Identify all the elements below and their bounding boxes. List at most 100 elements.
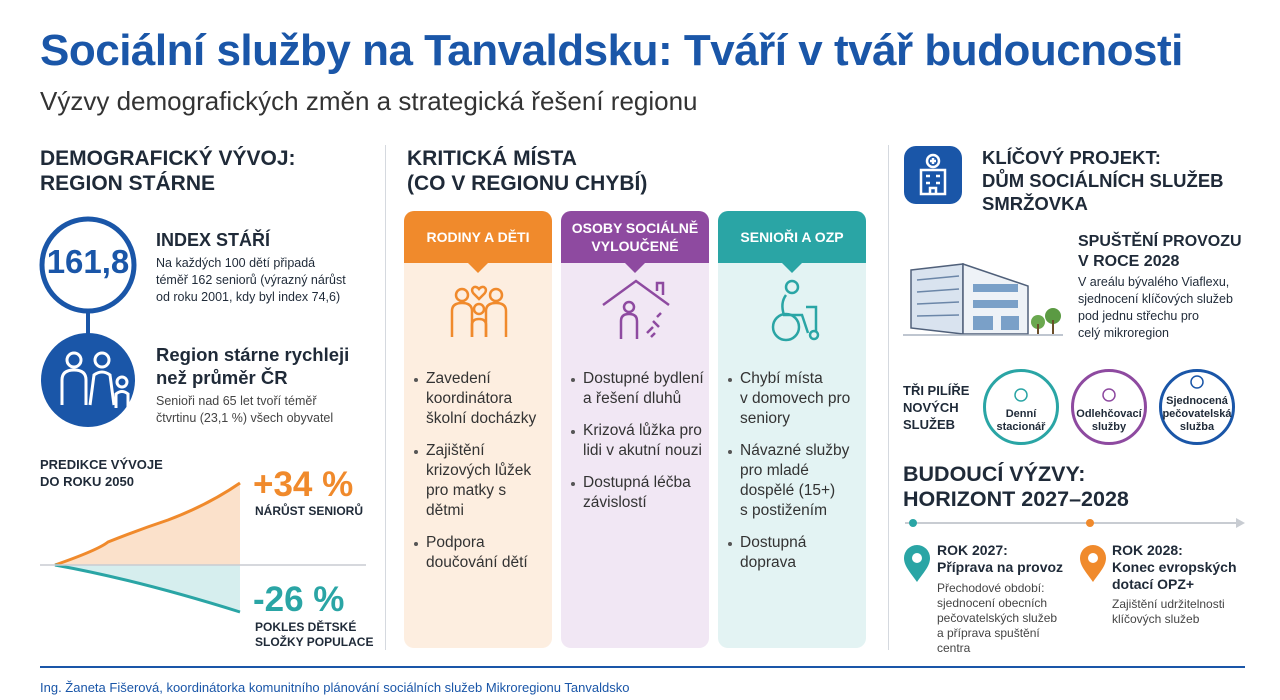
text-line: než průměr ČR [156, 367, 288, 388]
decline-value: -26 % [253, 580, 345, 619]
pillar-icon [1097, 386, 1121, 408]
text-line: téměř 162 seniorů (výrazný nárůst [156, 273, 346, 287]
card-icon [442, 277, 516, 352]
text-line: ROK 2027: [937, 542, 1008, 558]
text-line: školní docházky [426, 410, 537, 427]
card-item: Zajištění krizových lůžek pro matky s dětm… [414, 441, 548, 521]
people-circle [41, 333, 135, 427]
pillar-icon [1185, 373, 1209, 395]
text-line: centra [937, 641, 971, 655]
footer: Ing. Žaneta Fišerová, koordinátorka komu… [40, 680, 630, 695]
decline-area [55, 565, 240, 612]
index-circle [39, 216, 137, 314]
milestone-text: Zajištění udržitelnosti klíčových služeb [1112, 597, 1225, 627]
index-value: 161,8 [46, 243, 130, 280]
card-item: Dostupná doprava [728, 533, 862, 573]
index-text: Na každých 100 dětí připadá téměř 162 sen… [156, 255, 346, 306]
card-header: SENIOŘI A OZP [718, 211, 866, 273]
aging-text: Senioři nad 65 let tvoří téměř čtvrtinu (… [156, 393, 333, 427]
text-line: Sjednocená [1166, 395, 1228, 407]
text-line: DEMOGRAFICKÝ VÝVOJ: [40, 147, 296, 170]
text-line: Konec evropských [1112, 559, 1237, 575]
text-line: SPUŠTĚNÍ PROVOZU [1078, 233, 1242, 250]
text-line: Dostupné bydlení [583, 370, 704, 387]
card-item: Dostupné bydlení a řešení dluhů [571, 369, 705, 409]
card-items: Dostupné bydlení a řešení dluhů Krizová lů… [571, 369, 705, 525]
text-line: Region stárne rychleji [156, 344, 350, 365]
text-line: od roku 2001, kdy byl index 74,6) [156, 290, 341, 304]
pillar-text: Sjednocená pečovatelská služba [1162, 395, 1231, 434]
icon [1014, 388, 1028, 402]
text-line: POKLES DĚTSKÉ [255, 620, 357, 634]
decline-label: POKLES DĚTSKÉ SLOŽKY POPULACE [255, 620, 373, 650]
text-line: Zajištění udržitelnosti [1112, 597, 1225, 611]
text-line: celý mikroregion [1078, 326, 1170, 340]
card-title: RODINY A DĚTI [427, 228, 530, 246]
text-line: Odlehčovací [1076, 408, 1142, 420]
future-heading: BUDOUCÍ VÝZVY: HORIZONT 2027–2028 [903, 462, 1129, 512]
card-item: Podpora doučování dětí [414, 533, 548, 573]
section-heading: DEMOGRAFICKÝ VÝVOJ: REGION STÁRNE [40, 146, 296, 196]
building-illustration [903, 262, 1063, 336]
pillar: Denní stacionář [983, 369, 1059, 445]
icon [771, 279, 820, 342]
text-line: SLOŽKY POPULACE [255, 635, 374, 649]
text-line: a příprava spuštění [937, 626, 1040, 640]
section-heading: KRITICKÁ MÍSTA (CO V REGIONU CHYBÍ) [407, 146, 647, 196]
text-line: klíčových služeb [1112, 612, 1200, 626]
text-line: v domovech pro [740, 390, 851, 407]
text-line: Chybí místa [740, 370, 823, 387]
divider [888, 145, 889, 650]
text-line: OSOBY SOCIÁLNĚ [571, 220, 699, 236]
text-line: Příprava na provoz [937, 559, 1064, 575]
text-line: sjednocení obecních [937, 596, 1048, 610]
subtitle: Výzvy demografických změn a strategická … [40, 86, 698, 116]
text-line: SENIOŘI A OZP [740, 229, 844, 245]
title: Sociální služby na Tanvaldsku: Tváří v t… [40, 26, 1183, 75]
card-items: Zavedení koordinátora školní docházky Zajiš… [414, 369, 548, 585]
card-item: Dostupná léčba závislostí [571, 473, 705, 513]
text-line: Přechodové období: [937, 581, 1045, 595]
project-icon [904, 146, 962, 204]
icon [1190, 375, 1204, 389]
text-line: NÁRŮST SENIORŮ [255, 504, 364, 518]
text-line: Dostupná doprava [740, 534, 807, 571]
text-line: koordinátora [426, 390, 513, 407]
card-icon [599, 277, 673, 352]
card-item: Krizová lůžka pro lidi v akutní nouzi [571, 421, 705, 461]
text-line: služba [1179, 421, 1215, 433]
pillar-text: Odlehčovací služby [1076, 408, 1141, 434]
text-line: HORIZONT 2027–2028 [903, 487, 1129, 511]
text-line: pečovatelských služeb [937, 611, 1058, 625]
card-item: Chybí místa v domovech pro seniory [728, 369, 862, 429]
footer-rule [40, 666, 1245, 668]
text-line: NOVÝCH [903, 400, 959, 415]
text-line: pro mladé [740, 462, 809, 479]
card-item: Návazné služby pro mladé dospělé (15+) s po… [728, 441, 862, 521]
icon [450, 285, 508, 337]
text-line: doučování dětí [426, 554, 528, 571]
icon [602, 279, 670, 339]
pillars-title: TŘI PILÍŘE NOVÝCH SLUŽEB [903, 382, 969, 433]
prediction-title: PREDIKCE VÝVOJE DO ROKU 2050 [40, 456, 163, 490]
text-line: lidi v akutní nouzi [583, 442, 702, 459]
card: SENIOŘI A OZP Chybí místa v domovech pro se… [718, 211, 866, 648]
text-line: s postižením [740, 502, 828, 519]
people-icon [60, 351, 130, 408]
text-line: (CO V REGIONU CHYBÍ) [407, 172, 648, 195]
milestone-title: ROK 2028: Konec evropských dotací OPZ+ [1112, 542, 1237, 593]
project-heading: KLÍČOVÝ PROJEKT: DŮM SOCIÁLNÍCH SLUŽEB SMR… [982, 146, 1224, 215]
text-line: Zavedení [426, 370, 491, 387]
text-line: závislostí [583, 494, 647, 511]
milestone-title: ROK 2027: Příprava na provoz [937, 542, 1063, 576]
text-line: VYLOUČENÉ [591, 238, 679, 254]
text-line: sjednocení klíčových služeb [1078, 292, 1233, 306]
index-title: INDEX STÁŘÍ [156, 230, 271, 250]
text-line: stacionář [996, 421, 1046, 433]
milestone-text: Přechodové období: sjednocení obecních peč… [937, 581, 1057, 656]
launch-text: V areálu bývalého Viaflexu, sjednocení kl… [1078, 274, 1233, 342]
text-line: dospělé (15+) [740, 482, 836, 499]
divider [385, 145, 386, 650]
card-header: OSOBY SOCIÁLNĚ VYLOUČENÉ [561, 211, 709, 273]
text-line: pod jednu střechu pro [1078, 309, 1199, 323]
